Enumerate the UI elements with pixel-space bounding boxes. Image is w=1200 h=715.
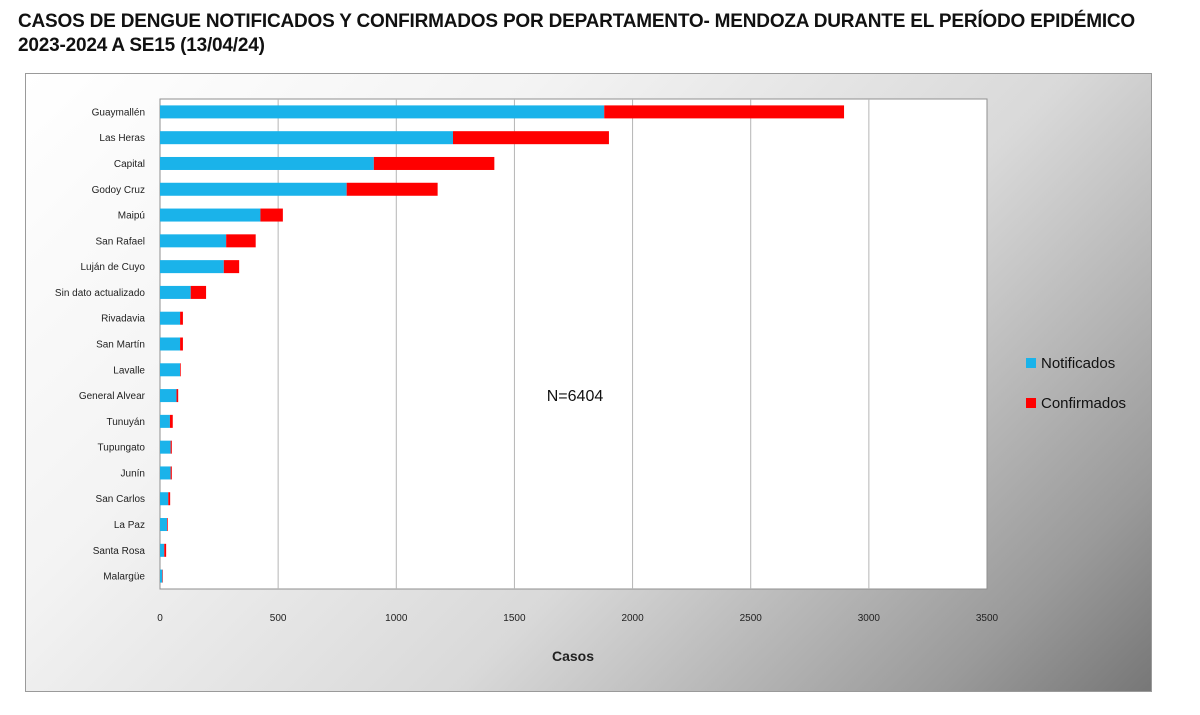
- bar-confirmados: [180, 337, 183, 351]
- bar-notificados: [160, 105, 605, 119]
- y-tick-label: Luján de Cuyo: [81, 262, 146, 273]
- y-tick-label: Santa Rosa: [93, 546, 146, 557]
- legend-label-notificados: Notificados: [1041, 355, 1115, 372]
- x-tick-label: 2500: [740, 613, 763, 624]
- bar-confirmados: [260, 208, 283, 222]
- bar-notificados: [160, 311, 181, 325]
- x-tick-label: 3500: [976, 613, 999, 624]
- y-tick-label: Sin dato actualizado: [55, 288, 146, 299]
- bar-confirmados: [164, 543, 167, 557]
- bar-notificados: [160, 156, 374, 170]
- bar-confirmados: [604, 105, 845, 119]
- legend-swatch-notificados: [1026, 358, 1036, 368]
- y-tick-label: San Rafael: [96, 236, 145, 247]
- y-tick-labels: Guaymallén Las Heras Capital Godoy Cruz Maip…: [55, 107, 146, 582]
- bars: [160, 105, 845, 583]
- y-tick-label: Capital: [114, 159, 145, 170]
- x-tick-label: 0: [157, 613, 163, 624]
- bar-confirmados: [170, 440, 172, 454]
- x-tick-label: 1500: [503, 613, 526, 624]
- x-tick-label: 3000: [858, 613, 881, 624]
- grid-lines: [277, 99, 870, 589]
- legend: Notificados Confirmados: [1026, 355, 1126, 412]
- y-tick-label: Tunuyán: [106, 417, 145, 428]
- bar-notificados: [160, 492, 169, 506]
- bar-confirmados: [190, 285, 207, 299]
- y-tick-label: Godoy Cruz: [92, 185, 145, 196]
- y-tick-label: Guaymallén: [92, 107, 145, 118]
- bar-confirmados: [167, 518, 168, 532]
- bar-confirmados: [176, 389, 179, 403]
- bar-confirmados: [180, 363, 181, 377]
- y-tick-label: Las Heras: [99, 133, 145, 144]
- bar-notificados: [160, 260, 224, 274]
- legend-label-confirmados: Confirmados: [1041, 395, 1126, 412]
- x-tick-label: 1000: [385, 613, 408, 624]
- bar-notificados: [160, 131, 453, 145]
- y-tick-label: San Carlos: [96, 494, 145, 505]
- y-tick-label: Rivadavia: [101, 314, 145, 325]
- chart-title: CASOS DE DENGUE NOTIFICADOS Y CONFIRMADO…: [18, 11, 1136, 56]
- bar-confirmados: [169, 414, 173, 428]
- bar-confirmados: [452, 131, 609, 145]
- bar-notificados: [160, 543, 165, 557]
- bar-notificados: [160, 337, 181, 351]
- bar-notificados: [160, 234, 227, 248]
- bar-notificados: [160, 363, 181, 377]
- bar-confirmados: [223, 260, 240, 274]
- bar-confirmados: [170, 466, 172, 480]
- x-tick-labels: 0 500 1000 1500 2000 2500 3000 3500: [157, 613, 998, 624]
- x-tick-label: 500: [270, 613, 287, 624]
- bar-confirmados: [373, 156, 495, 170]
- y-tick-label: San Martín: [96, 340, 145, 351]
- bar-notificados: [160, 182, 347, 196]
- bar-notificados: [160, 569, 163, 583]
- legend-swatch-confirmados: [1026, 398, 1036, 408]
- x-axis-label: Casos: [552, 648, 594, 664]
- bar-notificados: [160, 440, 171, 454]
- y-tick-label: Junín: [121, 468, 145, 479]
- bar-notificados: [160, 285, 191, 299]
- bar-confirmados: [226, 234, 256, 248]
- bar-confirmados: [346, 182, 438, 196]
- bar-confirmados: [180, 311, 183, 325]
- bar-confirmados: [168, 492, 171, 506]
- y-tick-label: Malargüe: [103, 572, 145, 583]
- bar-notificados: [160, 466, 171, 480]
- bar-notificados: [160, 414, 170, 428]
- n-total-annotation: N=6404: [547, 388, 604, 405]
- plot-area: [159, 98, 988, 590]
- x-tick-label: 2000: [621, 613, 644, 624]
- y-tick-label: Lavalle: [113, 365, 145, 376]
- y-tick-label: La Paz: [114, 520, 145, 531]
- bar-notificados: [160, 208, 261, 222]
- bar-notificados: [160, 518, 168, 532]
- y-tick-label: Tupungato: [98, 443, 146, 454]
- bar-notificados: [160, 389, 177, 403]
- y-tick-label: Maipú: [118, 211, 145, 222]
- y-tick-label: General Alvear: [79, 391, 146, 402]
